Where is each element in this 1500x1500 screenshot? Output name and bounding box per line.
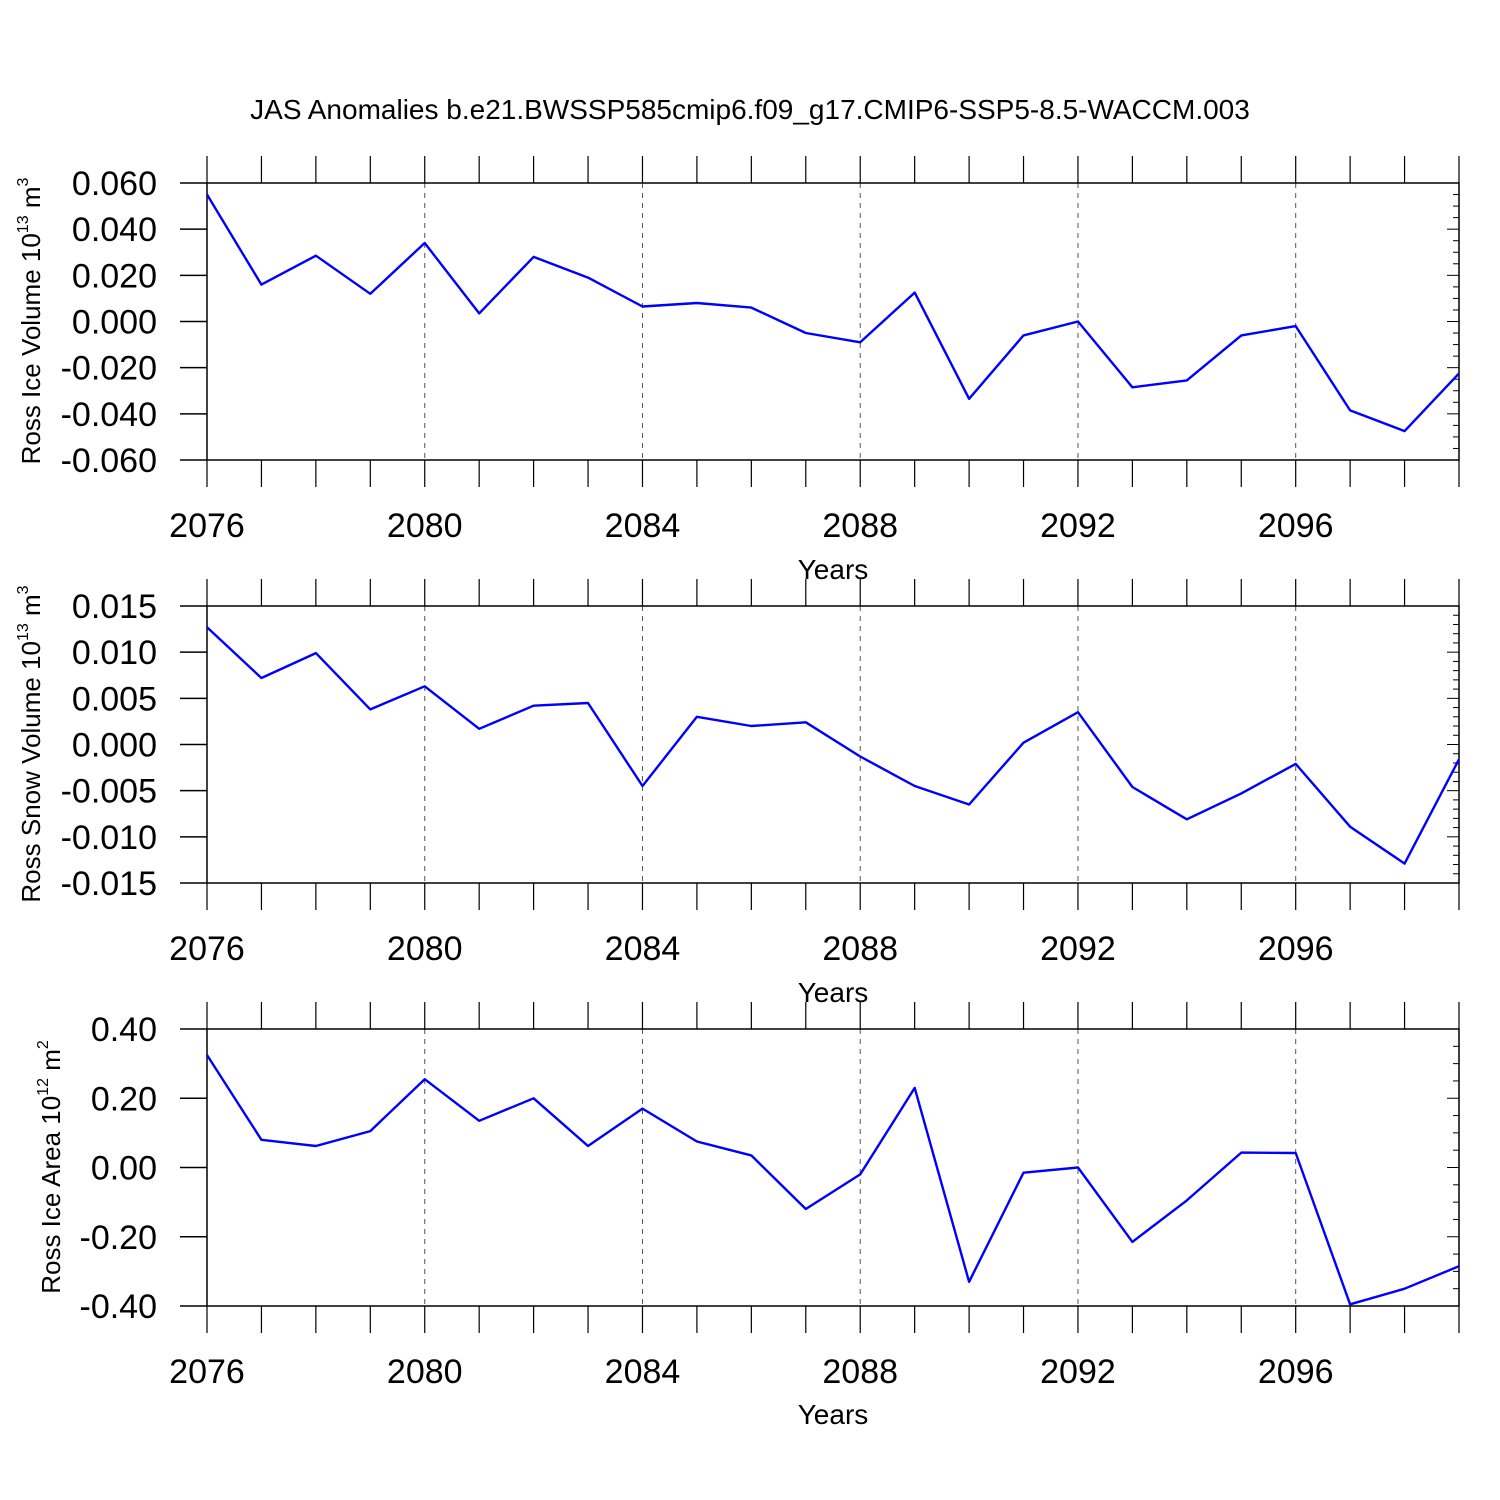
y-tick-label: 0.20 (91, 1080, 157, 1118)
series-line (206, 626, 1461, 865)
y-axis-label-unit: m (16, 594, 46, 616)
y-tick-label: 0.040 (72, 211, 157, 249)
y-axis-label-exponent: 13 (15, 623, 32, 641)
x-tick-label: 2092 (1040, 507, 1116, 545)
y-tick-label: -0.060 (61, 442, 157, 480)
x-axis-label: Years (798, 1399, 869, 1430)
y-axis-label-text: Ross Ice Area 10 (36, 1096, 66, 1294)
x-tick-label: 2080 (387, 1353, 463, 1391)
x-tick-label: 2088 (822, 930, 898, 968)
panel-snow-volume: Ross Snow Volume 1013 m3 Years 0.015 0.01… (15, 579, 1461, 1008)
y-axis-label-exponent: 12 (35, 1078, 52, 1096)
y-tick-label: -0.20 (80, 1219, 158, 1257)
y-axis-label-text: Ross Ice Volume 10 (16, 233, 46, 464)
y-tick-label: -0.015 (61, 865, 157, 903)
x-tick-label: 2096 (1258, 930, 1334, 968)
x-axis-label: Years (798, 977, 869, 1008)
y-tick-label: -0.040 (61, 396, 157, 434)
figure-title: JAS Anomalies b.e21.BWSSP585cmip6.f09_g1… (250, 94, 1250, 125)
x-tick-label: 2092 (1040, 1353, 1116, 1391)
y-tick-label: -0.020 (61, 350, 157, 388)
y-tick-label: -0.40 (80, 1288, 158, 1326)
y-axis-label-unit: m (36, 1049, 66, 1071)
y-tick-label: 0.000 (72, 304, 157, 342)
y-axis-label-unit: m (16, 186, 46, 208)
x-tick-label: 2076 (169, 507, 245, 545)
x-tick-label: 2084 (605, 507, 681, 545)
x-tick-label: 2076 (169, 930, 245, 968)
x-tick-label: 2080 (387, 930, 463, 968)
x-tick-label: 2084 (605, 930, 681, 968)
x-tick-label: 2096 (1258, 507, 1334, 545)
series-line (205, 193, 1460, 433)
x-tick-label: 2076 (169, 1353, 245, 1391)
y-tick-label: -0.005 (61, 773, 157, 811)
panel-ice-volume: Ross Ice Volume 1013 m3 Years 0.060 0.040… (15, 156, 1460, 585)
x-tick-label: 2092 (1040, 930, 1116, 968)
x-tick-label: 2096 (1258, 1353, 1334, 1391)
y-axis-label: Ross Snow Volume 1013 m3 (15, 585, 46, 902)
panel-ice-area: Ross Ice Area 1012 m2 Years 0.40 0.20 0.00… (35, 1002, 1460, 1430)
y-axis-label: Ross Ice Area 1012 m2 (35, 1040, 66, 1294)
y-tick-label: 0.010 (72, 634, 157, 672)
x-tick-label: 2088 (822, 507, 898, 545)
y-tick-label: 0.00 (91, 1150, 157, 1188)
y-axis-label-exponent: 13 (15, 215, 32, 233)
y-axis-label: Ross Ice Volume 1013 m3 (15, 177, 46, 464)
y-tick-label: 0.000 (72, 727, 157, 765)
y-axis-label-unit-exponent: 3 (15, 177, 32, 186)
y-tick-label: 0.060 (72, 165, 157, 203)
y-tick-label: 0.020 (72, 257, 157, 295)
x-tick-label: 2080 (387, 507, 463, 545)
x-tick-label: 2088 (822, 1353, 898, 1391)
y-tick-label: 0.015 (72, 588, 157, 626)
y-axis-label-unit-exponent: 3 (15, 585, 32, 594)
y-axis-label-text: Ross Snow Volume 10 (16, 641, 46, 903)
y-tick-label: 0.40 (91, 1011, 157, 1049)
x-axis-label: Years (798, 554, 869, 585)
x-tick-label: 2084 (605, 1353, 681, 1391)
y-tick-label: 0.005 (72, 680, 157, 718)
series-line (205, 1054, 1460, 1306)
y-axis-label-unit-exponent: 2 (35, 1040, 52, 1049)
y-tick-label: -0.010 (61, 819, 157, 857)
